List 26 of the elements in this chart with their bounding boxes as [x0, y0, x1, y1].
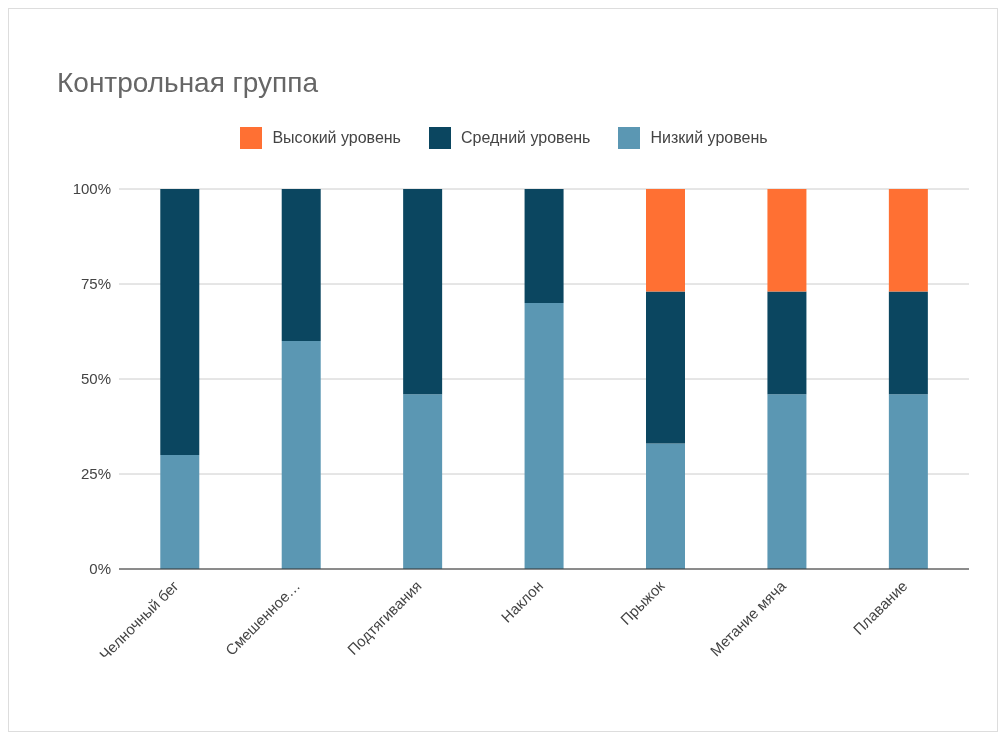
legend-label: Средний уровень: [460, 129, 591, 147]
bar: [160, 189, 200, 455]
bar: [281, 189, 321, 341]
bar: [767, 291, 807, 395]
bar: [767, 189, 807, 292]
bar: [888, 394, 928, 569]
bar: [888, 291, 928, 395]
bar: [646, 189, 685, 292]
y-tick-label: 25%: [80, 465, 111, 483]
bar: [281, 341, 321, 569]
chart-title: Контрольная группа: [57, 67, 318, 99]
bar: [646, 443, 685, 569]
bar: [160, 455, 200, 569]
y-tick-label: 100%: [72, 180, 111, 198]
bar: [524, 189, 564, 303]
bar: [403, 189, 443, 395]
bar: [888, 189, 928, 292]
y-tick-label: 0%: [89, 560, 111, 578]
y-tick-label: 75%: [80, 275, 111, 293]
bar: [767, 394, 807, 569]
legend-label: Низкий уровень: [650, 129, 768, 147]
y-tick-label: 50%: [80, 370, 111, 388]
legend-label: Высокий уровень: [272, 129, 401, 147]
bar: [524, 303, 564, 569]
bar: [646, 291, 685, 444]
bar: [403, 394, 443, 569]
